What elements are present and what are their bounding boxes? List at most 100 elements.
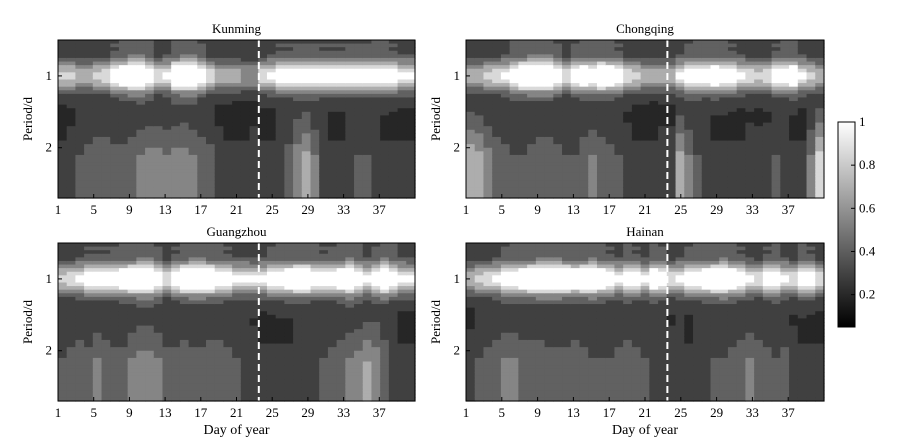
heatmap-cell bbox=[362, 65, 373, 70]
heatmap-cell bbox=[336, 111, 346, 117]
heatmap-cell bbox=[101, 347, 111, 352]
heatmap-cell bbox=[371, 57, 381, 63]
heatmap-cell bbox=[310, 190, 320, 196]
heatmap-cell bbox=[631, 50, 642, 55]
heatmap-cell bbox=[483, 43, 493, 48]
heatmap-cell bbox=[118, 271, 129, 276]
heatmap-cell bbox=[118, 282, 129, 287]
heatmap-cell bbox=[223, 183, 233, 188]
heatmap-cell bbox=[145, 246, 155, 251]
heatmap-cell bbox=[719, 176, 729, 181]
heatmap-cell bbox=[301, 296, 312, 302]
heatmap-cell bbox=[780, 83, 790, 88]
heatmap-cell bbox=[214, 140, 225, 145]
heatmap-cell bbox=[570, 190, 581, 196]
heatmap-cell bbox=[127, 339, 137, 345]
heatmap-cell bbox=[284, 361, 294, 366]
heatmap-cell bbox=[771, 54, 781, 59]
heatmap-cell bbox=[596, 147, 607, 152]
heatmap-cell bbox=[249, 361, 259, 366]
heatmap-cell bbox=[171, 169, 181, 174]
heatmap-cell bbox=[631, 40, 642, 45]
heatmap-cell bbox=[145, 115, 155, 120]
heatmap-cell bbox=[188, 357, 198, 363]
heatmap-cell bbox=[58, 72, 68, 77]
heatmap-cell bbox=[188, 304, 198, 309]
heatmap-cell bbox=[58, 169, 68, 174]
heatmap-cell bbox=[197, 264, 207, 269]
heatmap-cell bbox=[701, 40, 712, 45]
heatmap-cell bbox=[145, 172, 155, 178]
heatmap-cell bbox=[658, 169, 668, 174]
heatmap-cell bbox=[284, 111, 294, 117]
heatmap-cell bbox=[354, 61, 364, 66]
heatmap-cell bbox=[658, 190, 668, 196]
heatmap-cell bbox=[388, 50, 399, 55]
heatmap-cell bbox=[588, 133, 598, 138]
heatmap-cell bbox=[500, 119, 511, 124]
heatmap-cell bbox=[815, 104, 825, 109]
heatmap-cell bbox=[223, 172, 233, 178]
heatmap-cell bbox=[162, 271, 172, 276]
heatmap-cell bbox=[66, 289, 77, 294]
heatmap-cell bbox=[605, 158, 616, 163]
heatmap-cell bbox=[736, 183, 747, 188]
heatmap-cell bbox=[474, 115, 485, 120]
heatmap-cell bbox=[736, 90, 747, 95]
heatmap-cell bbox=[188, 111, 198, 117]
heatmap-cell bbox=[710, 57, 720, 63]
heatmap-cell bbox=[727, 140, 738, 145]
heatmap-cell bbox=[101, 119, 111, 124]
heatmap-cell bbox=[197, 169, 207, 174]
heatmap-cell bbox=[310, 57, 320, 63]
heatmap-cell bbox=[75, 250, 85, 255]
heatmap-cell bbox=[145, 336, 155, 341]
heatmap-cell bbox=[509, 79, 519, 84]
heatmap-cell bbox=[354, 133, 364, 138]
heatmap-cell bbox=[623, 86, 633, 91]
heatmap-cell bbox=[58, 365, 68, 370]
heatmap-cell bbox=[232, 136, 242, 142]
heatmap-cell bbox=[527, 101, 537, 106]
heatmap-cell bbox=[188, 375, 198, 381]
heatmap-cell bbox=[293, 257, 303, 262]
heatmap-cell bbox=[388, 176, 399, 181]
heatmap-cell bbox=[197, 343, 207, 348]
heatmap-cell bbox=[179, 122, 190, 127]
heatmap-cell bbox=[66, 50, 77, 55]
heatmap-cell bbox=[284, 332, 294, 337]
heatmap-cell bbox=[623, 57, 633, 63]
heatmap-cell bbox=[380, 158, 390, 163]
heatmap-cell bbox=[544, 136, 554, 142]
heatmap-cell bbox=[649, 93, 659, 99]
heatmap-cell bbox=[658, 194, 668, 199]
heatmap-cell bbox=[666, 122, 677, 127]
heatmap-cell bbox=[640, 111, 650, 117]
heatmap-cell bbox=[474, 187, 485, 192]
heatmap-cell bbox=[214, 86, 225, 91]
heatmap-cell bbox=[474, 180, 485, 185]
heatmap-cell bbox=[736, 72, 747, 77]
heatmap-cell bbox=[327, 104, 338, 109]
heatmap-cell bbox=[110, 40, 120, 45]
heatmap-cell bbox=[596, 68, 607, 73]
heatmap-cell bbox=[815, 165, 825, 170]
heatmap-cell bbox=[371, 90, 381, 95]
heatmap-cell bbox=[266, 111, 277, 117]
heatmap-cell bbox=[223, 304, 233, 309]
heatmap-cell bbox=[544, 129, 554, 134]
heatmap-cell bbox=[518, 90, 528, 95]
heatmap-cell bbox=[319, 136, 329, 142]
heatmap-cell bbox=[171, 147, 181, 152]
heatmap-cell bbox=[483, 50, 493, 55]
heatmap-cell bbox=[527, 194, 537, 199]
heatmap-cell bbox=[789, 162, 799, 167]
heatmap-cell bbox=[179, 250, 190, 255]
heatmap-cell bbox=[249, 158, 259, 163]
heatmap-cell bbox=[240, 79, 251, 84]
heatmap-cell bbox=[66, 172, 77, 178]
heatmap-cell bbox=[258, 47, 268, 52]
heatmap-cell bbox=[544, 97, 554, 102]
heatmap-cell bbox=[362, 183, 373, 188]
heatmap-cell bbox=[649, 57, 659, 63]
